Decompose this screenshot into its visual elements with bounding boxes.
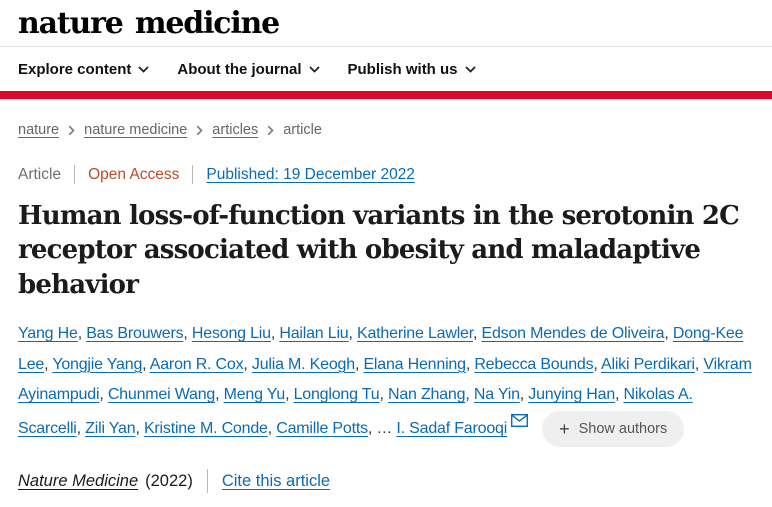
site-header: nature medicine Explore content About the… [0, 0, 772, 99]
open-access-label: Open Access [88, 165, 180, 183]
author-separator: , [243, 355, 252, 373]
article-header-section: nature nature medicine articles article Art… [0, 122, 772, 494]
author-list: Yang He, Bas Brouwers, Hesong Liu, Haila… [18, 319, 754, 448]
author-names: Yang He, Bas Brouwers, Hesong Liu, Haila… [18, 325, 752, 437]
chevron-right-icon [267, 125, 274, 135]
chevron-down-icon [308, 66, 320, 73]
author-separator: , [354, 355, 364, 373]
masthead: nature medicine [0, 0, 772, 46]
chevron-right-icon [196, 125, 203, 135]
chevron-right-icon [68, 125, 75, 135]
author-separator: , [367, 420, 377, 438]
cite-this-article-link[interactable]: Cite this article [221, 471, 331, 490]
author-link-hailan-liu[interactable]: Hailan Liu [279, 324, 349, 342]
author-separator: , [593, 355, 601, 373]
author-link-zili-yan[interactable]: Zili Yan [85, 420, 136, 438]
author-link-julia-m-keogh[interactable]: Julia M. Keogh [251, 355, 355, 373]
author-link-kristine-m-conde[interactable]: Kristine M. Conde [143, 420, 268, 438]
chevron-down-icon [464, 66, 476, 73]
breadcrumb: nature nature medicine articles article [18, 122, 754, 138]
author-separator: , [519, 386, 529, 404]
author-link-meng-yu[interactable]: Meng Yu [223, 386, 286, 404]
author-link-junying-han[interactable]: Junying Han [528, 386, 616, 404]
author-link-aliki-perdikari[interactable]: Aliki Perdikari [601, 355, 695, 373]
author-separator: , [142, 355, 150, 373]
author-link-chunmei-wang[interactable]: Chunmei Wang [107, 386, 216, 404]
author-link-hesong-liu[interactable]: Hesong Liu [191, 324, 271, 342]
author-link-bas-brouwers[interactable]: Bas Brouwers [86, 324, 184, 342]
email-corresponding-author[interactable] [511, 414, 529, 437]
show-authors-button[interactable]: + Show authors [542, 411, 685, 448]
nav-item-label: Publish with us [347, 61, 458, 78]
author-link-nikolas-a-scarcelli[interactable]: Nikolas A. Scarcelli [18, 386, 693, 438]
author-separator: , [285, 386, 294, 404]
author-link-longlong-tu[interactable]: Longlong Tu [293, 386, 380, 404]
authors-ellipsis: … [376, 420, 397, 438]
author-separator: , [183, 324, 192, 342]
nav-item-about-the-journal[interactable]: About the journal [177, 61, 320, 78]
journal-name-link[interactable]: Nature Medicine [18, 471, 139, 490]
email-envelope-icon [511, 414, 529, 428]
article-type-label: Article [18, 165, 62, 183]
author-link-camille-potts[interactable]: Camille Potts [276, 420, 368, 438]
meta-separator [74, 165, 76, 184]
nav-item-label: About the journal [177, 61, 302, 78]
author-link-na-yin[interactable]: Na Yin [473, 386, 520, 404]
author-separator: , [215, 386, 224, 404]
breadcrumb-nature[interactable]: nature [18, 122, 60, 138]
author-separator: , [664, 324, 673, 342]
author-separator: , [473, 324, 482, 342]
breadcrumb-articles[interactable]: articles [212, 122, 259, 138]
author-link-elana-henning[interactable]: Elana Henning [363, 355, 466, 373]
author-link-yang-he[interactable]: Yang He [18, 324, 78, 342]
header-divider [0, 46, 772, 47]
author-link-yongjie-yang[interactable]: Yongjie Yang [52, 355, 143, 373]
author-separator: , [99, 386, 108, 404]
citation-row: Nature Medicine (2022) Cite this article [18, 469, 754, 494]
author-separator: , [44, 355, 53, 373]
meta-separator [192, 165, 194, 184]
author-link-vikram-ayinampudi[interactable]: Vikram Ayinampudi [18, 355, 752, 404]
author-link-nan-zhang[interactable]: Nan Zhang [387, 386, 466, 404]
plus-icon: + [559, 419, 570, 440]
author-separator: , [694, 355, 704, 373]
author-separator: , [615, 386, 624, 404]
author-separator: , [379, 386, 388, 404]
brand-accent-bar [0, 91, 772, 99]
breadcrumb-article: article [283, 122, 322, 138]
citation-year: (2022) [145, 471, 193, 490]
breadcrumb-nature-medicine[interactable]: nature medicine [84, 122, 188, 138]
author-link-katherine-lawler[interactable]: Katherine Lawler [357, 324, 474, 342]
nav-item-publish-with-us[interactable]: Publish with us [348, 61, 476, 78]
chevron-down-icon [138, 66, 149, 73]
author-link-edson-mendes-de-oliveira[interactable]: Edson Mendes de Oliveira [481, 324, 665, 342]
show-authors-label: Show authors [578, 421, 668, 438]
author-separator: , [465, 355, 475, 373]
author-separator: , [77, 324, 87, 342]
nav-item-explore-content[interactable]: Explore content [18, 61, 149, 78]
published-date-link[interactable]: Published: 19 December 2022 [206, 165, 415, 183]
author-separator: , [270, 324, 280, 342]
nav-item-label: Explore content [18, 61, 132, 78]
author-link-aaron-r-cox[interactable]: Aaron R. Cox [149, 355, 244, 373]
author-separator: , [267, 420, 277, 438]
article-title: Human loss-of-function variants in the s… [18, 201, 740, 300]
author-link-i-sadaf-farooqi[interactable]: I. Sadaf Farooqi [396, 420, 508, 438]
author-separator: , [76, 420, 86, 438]
top-navigation: Explore content About the journal Publish … [0, 47, 772, 91]
author-separator: , [465, 386, 474, 404]
author-link-rebecca-bounds[interactable]: Rebecca Bounds [474, 355, 594, 373]
author-separator: , [135, 420, 144, 438]
author-link-dong-kee-lee[interactable]: Dong-Kee Lee [18, 324, 744, 373]
article-meta-row: Article Open Access Published: 19 Decemb… [18, 165, 754, 184]
journal-logo[interactable]: nature medicine [18, 6, 280, 41]
author-separator: , [348, 324, 358, 342]
citation-separator [206, 469, 208, 494]
